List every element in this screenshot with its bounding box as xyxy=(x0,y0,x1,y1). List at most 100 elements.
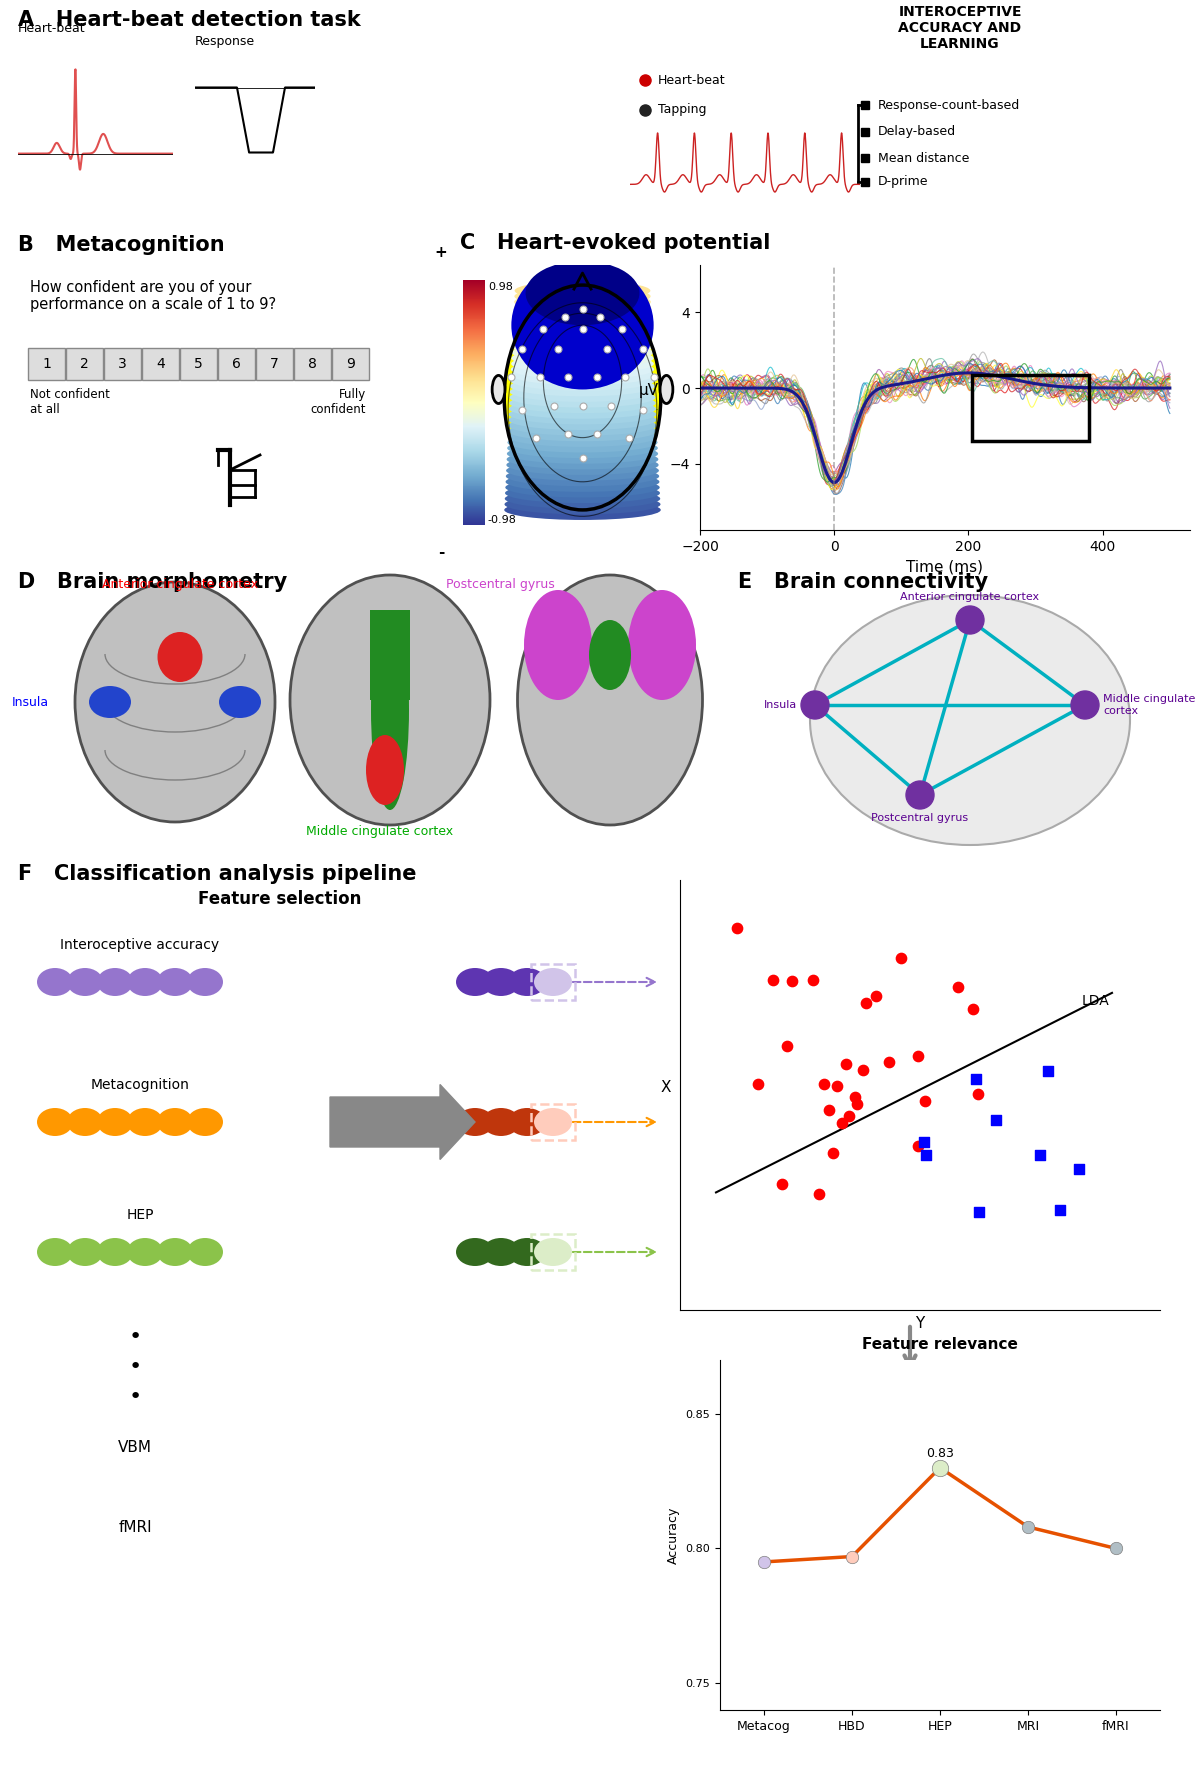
Ellipse shape xyxy=(510,387,655,408)
Ellipse shape xyxy=(371,609,409,811)
Ellipse shape xyxy=(508,428,658,447)
Ellipse shape xyxy=(482,1238,520,1265)
Ellipse shape xyxy=(526,260,640,326)
Ellipse shape xyxy=(505,472,660,492)
Ellipse shape xyxy=(506,449,659,469)
Ellipse shape xyxy=(510,371,655,390)
Ellipse shape xyxy=(514,308,652,330)
Ellipse shape xyxy=(628,590,696,700)
Text: Fully
confident: Fully confident xyxy=(311,388,366,415)
Ellipse shape xyxy=(127,968,163,996)
Text: Heart-beat: Heart-beat xyxy=(658,73,726,87)
Point xyxy=(880,1048,899,1076)
Ellipse shape xyxy=(514,292,650,312)
Ellipse shape xyxy=(534,968,572,996)
Ellipse shape xyxy=(660,376,673,403)
Ellipse shape xyxy=(290,576,490,825)
Ellipse shape xyxy=(504,494,660,515)
Ellipse shape xyxy=(509,399,656,419)
Text: Postcentral gyrus: Postcentral gyrus xyxy=(445,577,554,592)
Text: 7: 7 xyxy=(270,356,278,371)
Ellipse shape xyxy=(504,501,661,520)
Ellipse shape xyxy=(127,1108,163,1135)
Text: fMRI: fMRI xyxy=(118,1520,152,1534)
Ellipse shape xyxy=(67,1238,103,1265)
Ellipse shape xyxy=(505,483,660,503)
Point xyxy=(818,1096,838,1124)
Point xyxy=(772,1169,791,1198)
Ellipse shape xyxy=(510,376,655,396)
Ellipse shape xyxy=(456,1238,494,1265)
Point xyxy=(847,1089,866,1117)
Point xyxy=(803,966,822,994)
Text: Anterior cingulate cortex: Anterior cingulate cortex xyxy=(102,577,258,592)
Text: Middle cingulate
cortex: Middle cingulate cortex xyxy=(1103,695,1195,716)
Point xyxy=(857,989,876,1018)
Y-axis label: Accuracy: Accuracy xyxy=(667,1506,680,1563)
X-axis label: Y: Y xyxy=(916,1315,925,1331)
Point xyxy=(908,1042,928,1071)
Text: 4: 4 xyxy=(156,356,164,371)
X-axis label: Time (ms): Time (ms) xyxy=(906,560,984,574)
Ellipse shape xyxy=(67,968,103,996)
Text: INTEROCEPTIVE
ACCURACY AND
LEARNING: INTEROCEPTIVE ACCURACY AND LEARNING xyxy=(899,5,1021,52)
Ellipse shape xyxy=(187,1108,223,1135)
Ellipse shape xyxy=(456,968,494,996)
Bar xyxy=(28,347,65,380)
Ellipse shape xyxy=(509,410,656,429)
Text: VBM: VBM xyxy=(118,1440,152,1454)
Text: Interoceptive accuracy: Interoceptive accuracy xyxy=(60,937,220,952)
Ellipse shape xyxy=(512,326,653,346)
Point xyxy=(914,1128,934,1157)
Ellipse shape xyxy=(534,1238,572,1265)
Title: Feature relevance: Feature relevance xyxy=(862,1336,1018,1353)
Bar xyxy=(142,347,179,380)
Ellipse shape xyxy=(514,314,652,335)
Point xyxy=(778,1032,797,1060)
Ellipse shape xyxy=(74,583,275,822)
Text: •: • xyxy=(128,1328,142,1347)
Text: LDA: LDA xyxy=(1082,994,1110,1007)
Ellipse shape xyxy=(506,467,659,486)
Text: 0.83: 0.83 xyxy=(926,1447,954,1459)
Text: Linear discriminant analysis: Linear discriminant analysis xyxy=(768,889,1032,909)
Text: 5: 5 xyxy=(194,356,203,371)
Bar xyxy=(66,347,103,380)
Ellipse shape xyxy=(517,576,702,825)
Ellipse shape xyxy=(508,968,546,996)
Point xyxy=(892,944,911,973)
Point xyxy=(809,1180,828,1208)
Bar xyxy=(332,347,370,380)
Text: 2: 2 xyxy=(80,356,89,371)
Ellipse shape xyxy=(524,590,592,700)
Ellipse shape xyxy=(506,444,658,463)
Point xyxy=(763,966,782,994)
Point xyxy=(823,1139,842,1167)
Point xyxy=(845,1082,864,1110)
Text: D-prime: D-prime xyxy=(878,175,929,189)
Ellipse shape xyxy=(508,1108,546,1135)
Point xyxy=(782,966,802,994)
Text: Feature selection: Feature selection xyxy=(198,889,361,909)
Point xyxy=(1050,1196,1069,1224)
Ellipse shape xyxy=(220,686,262,718)
Ellipse shape xyxy=(514,303,652,323)
Point xyxy=(1030,1140,1049,1169)
Text: Middle cingulate cortex: Middle cingulate cortex xyxy=(306,825,454,838)
Point xyxy=(755,1549,774,1577)
Point xyxy=(1069,1155,1088,1183)
Text: 6: 6 xyxy=(232,356,241,371)
Ellipse shape xyxy=(456,1108,494,1135)
Ellipse shape xyxy=(810,595,1130,845)
Y-axis label: μV: μV xyxy=(640,383,659,397)
Text: A   Heart-beat detection task: A Heart-beat detection task xyxy=(18,11,361,30)
Ellipse shape xyxy=(506,460,659,481)
Text: +: + xyxy=(434,246,448,260)
Text: How confident are you of your
performance on a scale of 1 to 9?: How confident are you of your performanc… xyxy=(30,280,276,312)
Text: Mean distance: Mean distance xyxy=(878,151,970,164)
Point xyxy=(917,1140,936,1169)
Ellipse shape xyxy=(515,280,650,301)
Text: 9: 9 xyxy=(346,356,355,371)
Ellipse shape xyxy=(514,298,652,317)
Ellipse shape xyxy=(157,1108,193,1135)
